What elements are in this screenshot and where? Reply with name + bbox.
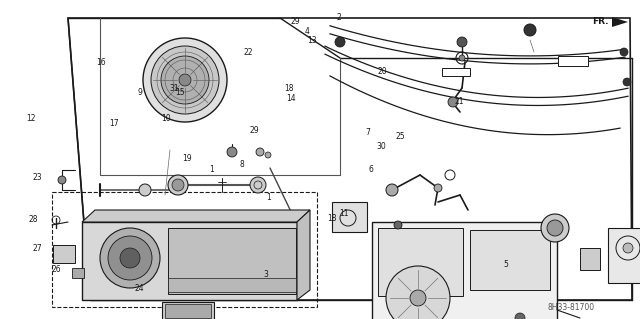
Bar: [558, 56, 588, 66]
Text: 5: 5: [503, 260, 508, 269]
Circle shape: [620, 48, 628, 56]
Circle shape: [515, 313, 525, 319]
Bar: [332, 202, 367, 232]
Text: 3: 3: [263, 270, 268, 279]
Text: 29: 29: [250, 126, 260, 135]
Text: 2: 2: [337, 13, 342, 22]
Circle shape: [265, 152, 271, 158]
Circle shape: [386, 266, 450, 319]
Polygon shape: [297, 210, 310, 300]
Bar: [372, 222, 557, 319]
Circle shape: [139, 184, 151, 196]
Circle shape: [386, 184, 398, 196]
Circle shape: [394, 221, 402, 229]
Circle shape: [179, 74, 191, 86]
Bar: [608, 228, 640, 283]
Text: 4: 4: [305, 27, 310, 36]
Text: 15: 15: [175, 88, 186, 97]
Text: 7: 7: [365, 128, 371, 137]
Text: 23: 23: [32, 173, 42, 182]
Text: 8: 8: [239, 160, 244, 169]
Bar: [378, 228, 463, 296]
Text: 27: 27: [32, 244, 42, 253]
Bar: [470, 230, 550, 290]
Text: 22: 22: [244, 48, 253, 57]
Text: 26: 26: [51, 265, 61, 274]
Text: 24: 24: [134, 284, 145, 293]
Text: 20: 20: [378, 67, 388, 76]
Bar: [580, 248, 600, 270]
Circle shape: [108, 236, 152, 280]
Circle shape: [623, 243, 633, 253]
Bar: [165, 304, 211, 318]
Circle shape: [120, 248, 140, 268]
Circle shape: [227, 147, 237, 157]
Circle shape: [143, 38, 227, 122]
Text: 10: 10: [161, 114, 172, 122]
Bar: [72, 268, 84, 278]
Text: 21: 21: [455, 97, 464, 106]
Circle shape: [250, 177, 266, 193]
Text: 19: 19: [182, 154, 192, 163]
Circle shape: [151, 46, 219, 114]
Text: 14: 14: [286, 94, 296, 103]
Text: 16: 16: [96, 58, 106, 67]
Text: 13: 13: [307, 36, 317, 45]
Text: FR.: FR.: [592, 18, 609, 26]
Circle shape: [410, 290, 426, 306]
Polygon shape: [82, 210, 310, 222]
Text: 28: 28: [29, 215, 38, 224]
Bar: [53, 245, 75, 263]
Text: 9: 9: [137, 88, 142, 97]
Circle shape: [623, 78, 631, 86]
Circle shape: [335, 37, 345, 47]
Text: 25: 25: [395, 132, 405, 141]
Bar: [82, 222, 297, 300]
Text: 29: 29: [291, 17, 301, 26]
Text: 18: 18: [285, 84, 294, 93]
Text: 17: 17: [109, 119, 119, 128]
Circle shape: [168, 175, 188, 195]
Text: 1: 1: [266, 193, 271, 202]
Bar: [442, 68, 470, 76]
Circle shape: [541, 214, 569, 242]
Text: 6: 6: [369, 165, 374, 174]
Polygon shape: [612, 17, 628, 27]
Circle shape: [457, 37, 467, 47]
Circle shape: [161, 56, 209, 104]
Circle shape: [459, 55, 465, 61]
Bar: [162, 302, 214, 319]
Circle shape: [448, 97, 458, 107]
Text: 30: 30: [376, 142, 386, 151]
Circle shape: [524, 24, 536, 36]
Circle shape: [547, 220, 563, 236]
Circle shape: [100, 228, 160, 288]
Text: 12: 12: [26, 114, 35, 122]
Circle shape: [434, 184, 442, 192]
Text: 18: 18: [327, 214, 336, 223]
Circle shape: [172, 179, 184, 191]
Bar: [52, 192, 317, 307]
Text: 1: 1: [209, 165, 214, 174]
Text: 31: 31: [169, 84, 179, 93]
Text: 11: 11: [340, 209, 349, 218]
Bar: [168, 278, 296, 292]
Circle shape: [58, 176, 66, 184]
Text: 8H33-81700: 8H33-81700: [548, 303, 595, 313]
Circle shape: [256, 148, 264, 156]
Bar: [168, 228, 296, 294]
